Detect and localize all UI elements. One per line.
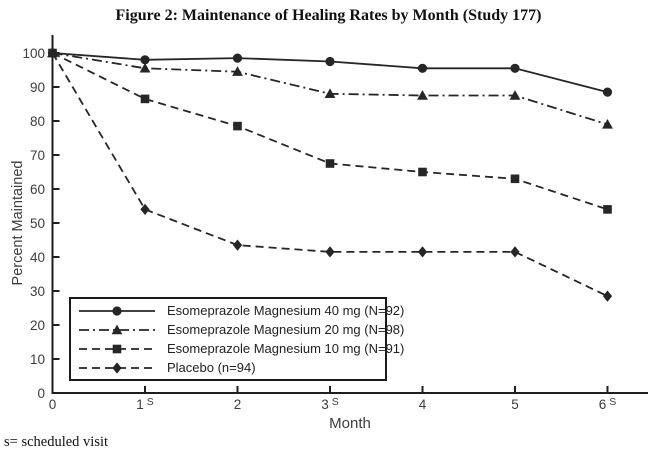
legend-row-placebo: Placebo (n=94) [77,360,379,376]
scheduled-visit-marker: S [609,396,617,408]
y-tick-label: 30 [29,284,45,299]
legend: Esomeprazole Magnesium 40 mg (N=92) Esom… [69,297,404,381]
legend-row-esomeprazole-40mg: Esomeprazole Magnesium 40 mg (N=92) [77,303,404,319]
scheduled-visit-footnote: s= scheduled visit [4,434,109,450]
scheduled-visit-marker: S [146,396,154,408]
y-tick-label: 100 [22,46,45,61]
chart-title: Figure 2: Maintenance of Healing Rates b… [115,7,542,24]
x-tick-label: 2 [233,397,242,412]
y-tick-label: 90 [29,80,45,95]
y-axis-title: Percent Maintained [10,160,26,286]
scheduled-visit-marker: S [331,396,339,408]
legend-label: Esomeprazole Magnesium 10 mg (N=91) [167,341,405,356]
x-tick-label: 5 [511,397,519,412]
legend-label: Placebo (n=94) [167,360,256,375]
y-tick-label: 40 [29,250,45,265]
legend-line-square-icon [79,344,155,353]
y-tick-label: 50 [29,216,45,231]
legend-row-esomeprazole-20mg: Esomeprazole Magnesium 20 mg (N=98) [77,322,404,338]
legend-line-diamond-icon [79,361,155,374]
legend-label: Esomeprazole Magnesium 40 mg (N=92) [167,303,405,318]
legend-line-circle-icon [79,305,155,316]
legend-line-triangle-icon [79,324,155,334]
x-tick-label: 0 [48,397,57,412]
y-tick-label: 70 [29,148,45,163]
y-tick-label: 10 [29,352,45,367]
legend-label: Esomeprazole Magnesium 20 mg (N=98) [167,322,405,337]
legend-row-esomeprazole-10mg: Esomeprazole Magnesium 10 mg (N=91) [77,341,404,357]
y-tick-label: 20 [29,318,45,333]
y-tick-label: 80 [29,114,45,129]
x-axis-title: Month [329,415,371,432]
y-tick-label: 0 [37,386,45,401]
y-tick-label: 60 [29,182,45,197]
x-tick-label: 4 [418,397,427,412]
